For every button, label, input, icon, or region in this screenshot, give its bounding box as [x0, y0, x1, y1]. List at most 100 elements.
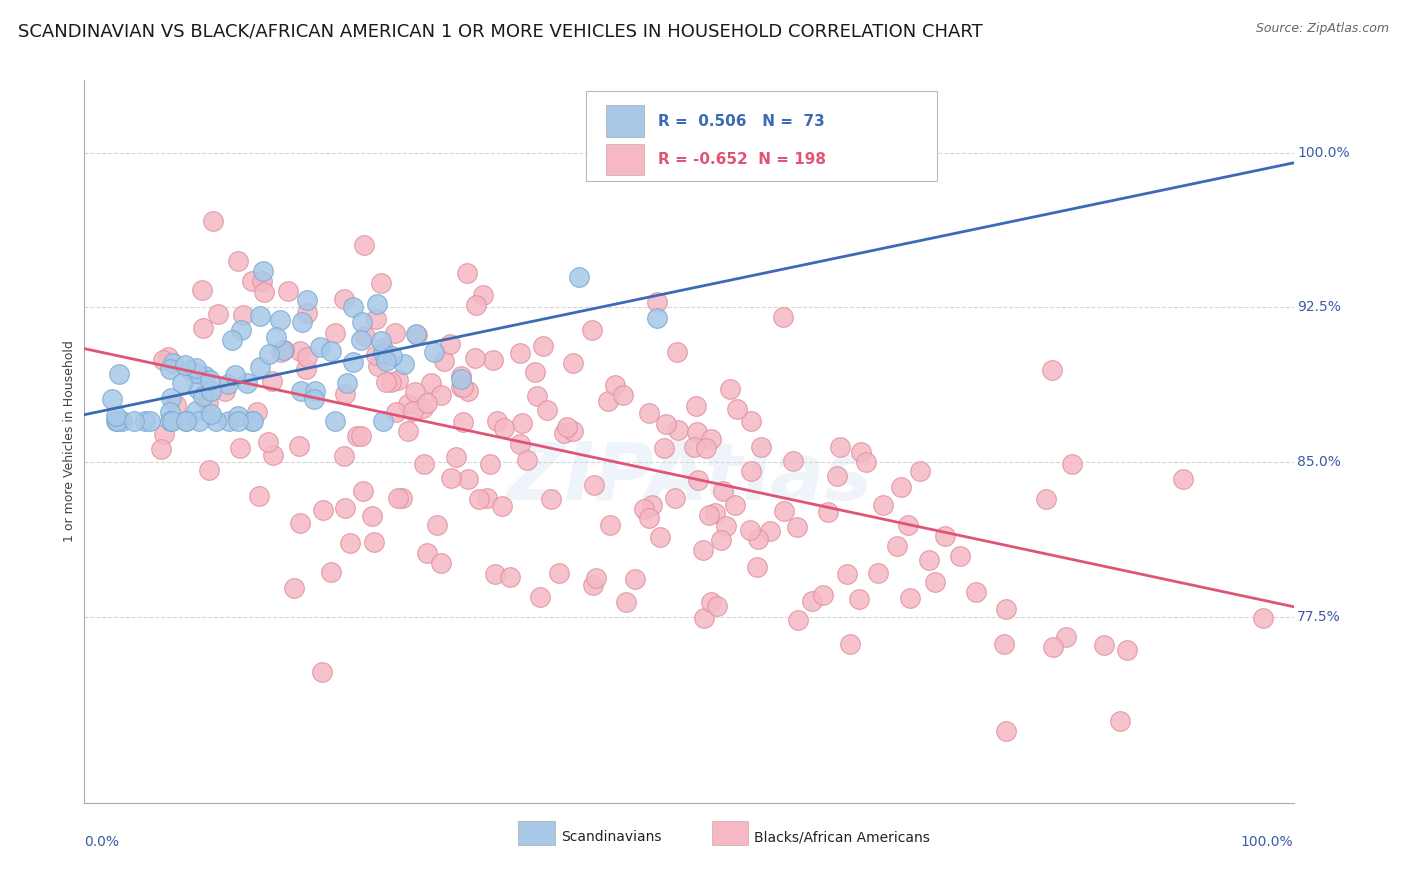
Point [596, 394, 619, 409]
Point [249, 359, 271, 374]
Point [277, 284, 299, 298]
Point [1251, 611, 1274, 625]
Point [249, 309, 271, 323]
Point [747, 559, 769, 574]
Point [1116, 643, 1139, 657]
Point [260, 374, 283, 388]
Point [336, 376, 359, 390]
Point [456, 266, 478, 280]
Point [309, 340, 332, 354]
Point [605, 377, 627, 392]
Point [868, 566, 890, 581]
Point [786, 614, 808, 628]
Point [994, 602, 1017, 616]
Point [714, 518, 737, 533]
Point [321, 565, 343, 579]
Point [509, 437, 531, 451]
Point [214, 384, 236, 398]
Point [467, 492, 489, 507]
Point [200, 384, 222, 398]
Point [898, 591, 921, 606]
Point [373, 346, 395, 360]
Point [759, 524, 782, 539]
Point [346, 429, 368, 443]
Point [271, 343, 294, 357]
Point [706, 599, 728, 613]
Point [491, 499, 513, 513]
Point [352, 484, 374, 499]
Point [650, 530, 672, 544]
Point [184, 360, 207, 375]
Point [202, 214, 225, 228]
Point [396, 397, 419, 411]
Point [193, 389, 215, 403]
Point [710, 533, 733, 547]
Point [1035, 492, 1057, 507]
Point [666, 423, 689, 437]
Point [380, 349, 402, 363]
Point [108, 368, 131, 382]
Point [187, 382, 209, 396]
Point [872, 498, 894, 512]
Text: R =  0.506   N =  73: R = 0.506 N = 73 [658, 114, 824, 128]
Point [159, 391, 181, 405]
Point [1173, 472, 1195, 486]
Point [252, 264, 274, 278]
Point [482, 352, 505, 367]
Text: 77.5%: 77.5% [1298, 610, 1341, 624]
Text: 92.5%: 92.5% [1298, 301, 1341, 314]
Point [692, 543, 714, 558]
Point [725, 401, 748, 416]
Point [484, 566, 506, 581]
Point [353, 238, 375, 252]
Point [218, 414, 240, 428]
Point [153, 427, 176, 442]
Point [800, 594, 823, 608]
Point [433, 354, 456, 368]
Point [405, 327, 427, 342]
Point [665, 344, 688, 359]
Point [553, 425, 575, 440]
Point [529, 591, 551, 605]
Point [270, 344, 292, 359]
Point [749, 440, 772, 454]
Point [413, 457, 436, 471]
Point [207, 307, 229, 321]
Point [440, 471, 463, 485]
Point [229, 441, 252, 455]
Point [200, 407, 222, 421]
Point [1042, 640, 1064, 655]
Point [773, 504, 796, 518]
Point [685, 399, 707, 413]
Point [152, 352, 174, 367]
Point [645, 294, 668, 309]
Point [291, 315, 314, 329]
Point [162, 414, 184, 428]
FancyBboxPatch shape [519, 821, 555, 846]
Text: Blacks/African Americans: Blacks/African Americans [754, 830, 931, 845]
Point [548, 566, 571, 581]
Point [423, 344, 446, 359]
Point [269, 312, 291, 326]
Point [349, 429, 371, 443]
Point [523, 365, 546, 379]
Point [333, 449, 356, 463]
Point [375, 375, 398, 389]
Point [370, 276, 392, 290]
Point [439, 337, 461, 351]
Point [700, 594, 723, 608]
Point [419, 376, 441, 390]
Point [585, 571, 607, 585]
Point [186, 366, 208, 380]
Point [583, 478, 606, 492]
Point [295, 306, 318, 320]
Point [232, 309, 254, 323]
Point [302, 392, 325, 406]
Point [226, 409, 249, 424]
Point [217, 377, 239, 392]
Point [993, 636, 1015, 650]
Point [908, 464, 931, 478]
Point [949, 549, 972, 563]
Point [645, 311, 668, 326]
Point [354, 329, 377, 343]
